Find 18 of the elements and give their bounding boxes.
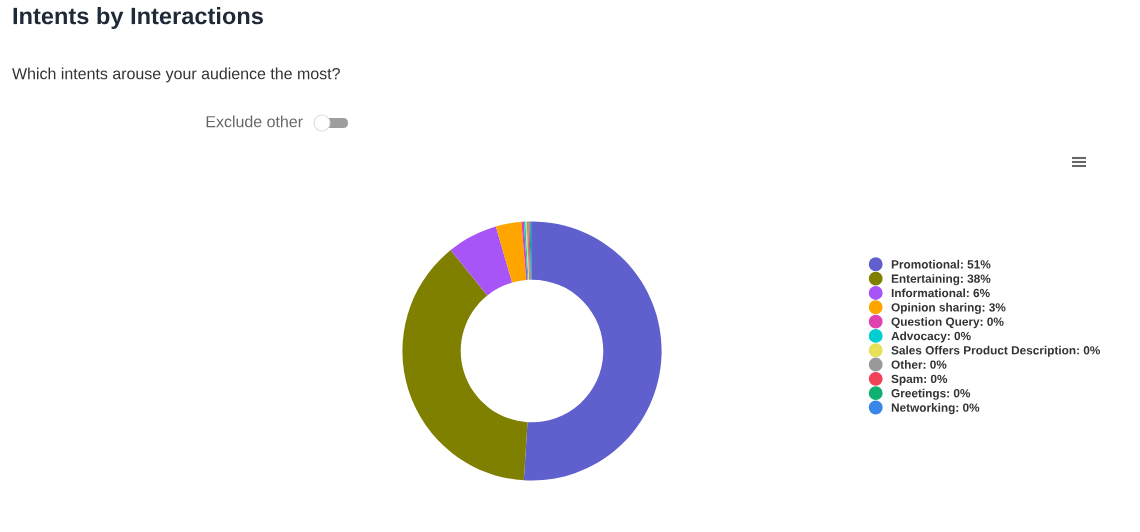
legend-label: Entertaining: 38% (891, 274, 991, 286)
legend-label: Sales Offers Product Description: 0% (891, 345, 1101, 357)
donut-slice (523, 221, 662, 481)
legend-label: Spam: 0% (891, 374, 948, 386)
text: Exclude other (206, 115, 303, 128)
donut-slice (450, 226, 513, 296)
legend-label: Greetings: 0% (891, 388, 971, 400)
legend-label: Other: 0% (891, 360, 947, 369)
legend-label: Question Query: 0% (891, 317, 1004, 329)
legend-label: Advocacy: 0% (891, 331, 971, 343)
legend-label: Networking: 0% (891, 403, 980, 415)
donut-slice (495, 221, 527, 283)
text: Which intents arouse your audience the most? (12, 67, 340, 83)
legend-label: Informational: 6% (891, 288, 990, 298)
legend-label: Opinion sharing: 3% (891, 302, 1006, 314)
donut-slice (402, 250, 528, 481)
text: Intents by Interactions (13, 7, 263, 29)
legend-label: Promotional: 51% (891, 259, 991, 269)
